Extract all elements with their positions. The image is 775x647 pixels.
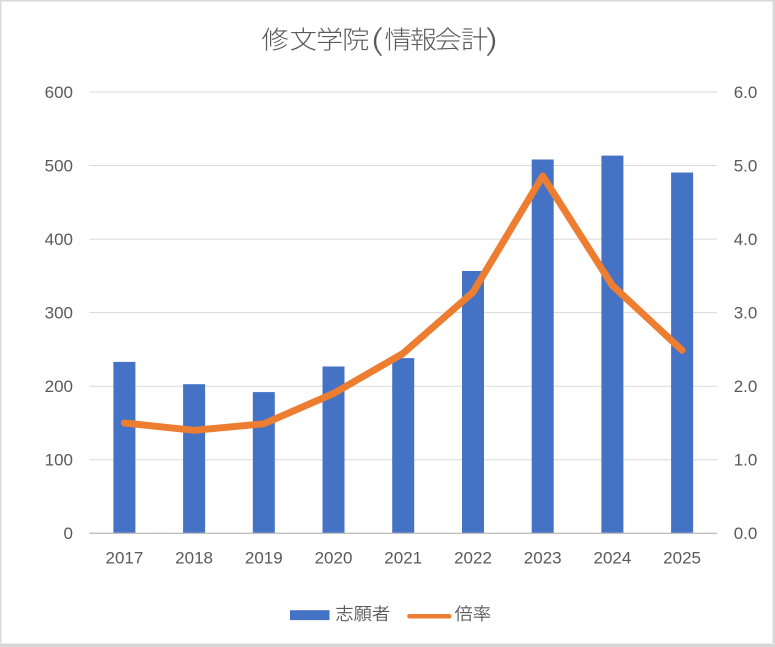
svg-text:500: 500	[45, 157, 73, 176]
svg-text:2023: 2023	[524, 549, 562, 568]
svg-text:600: 600	[45, 83, 73, 102]
svg-text:2018: 2018	[175, 549, 213, 568]
svg-text:100: 100	[45, 451, 73, 470]
svg-text:2021: 2021	[384, 549, 422, 568]
svg-text:2.0: 2.0	[734, 377, 758, 396]
svg-text:2020: 2020	[315, 549, 353, 568]
svg-text:0.0: 0.0	[734, 524, 758, 543]
svg-text:3.0: 3.0	[734, 304, 758, 323]
svg-text:1.0: 1.0	[734, 451, 758, 470]
svg-text:0: 0	[64, 524, 73, 543]
svg-text:4.0: 4.0	[734, 230, 758, 249]
svg-text:5.0: 5.0	[734, 157, 758, 176]
svg-text:6.0: 6.0	[734, 83, 758, 102]
svg-text:300: 300	[45, 304, 73, 323]
svg-text:2025: 2025	[663, 549, 701, 568]
svg-text:400: 400	[45, 230, 73, 249]
svg-text:2019: 2019	[245, 549, 283, 568]
svg-text:2024: 2024	[593, 549, 631, 568]
svg-text:2022: 2022	[454, 549, 492, 568]
svg-text:2017: 2017	[105, 549, 143, 568]
svg-text:200: 200	[45, 377, 73, 396]
